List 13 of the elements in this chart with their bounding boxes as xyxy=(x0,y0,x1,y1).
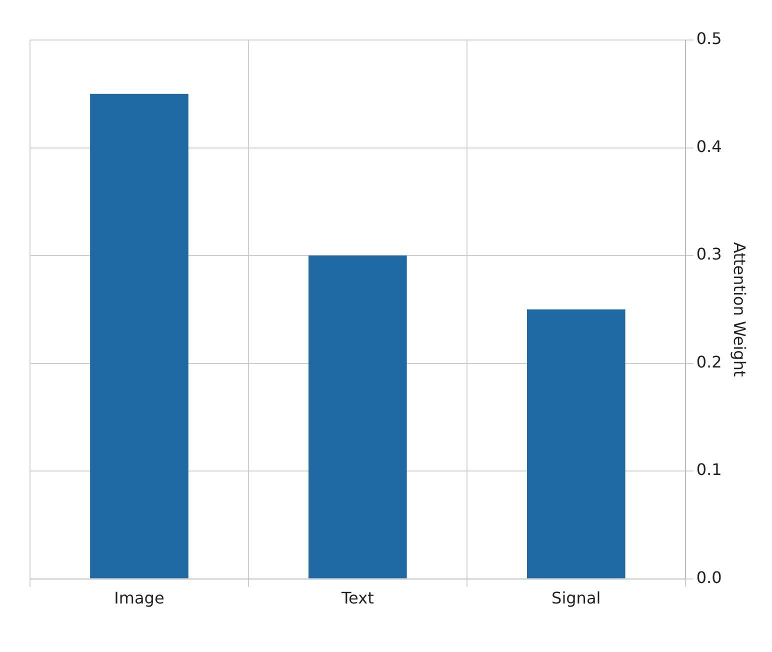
y-tick-label: 0.3 xyxy=(696,244,722,264)
bar xyxy=(308,256,407,578)
y-tick-label: 0.1 xyxy=(696,460,722,480)
bar xyxy=(526,309,626,578)
x-tick-label: Image xyxy=(114,588,164,608)
y-tick-label: 0.0 xyxy=(696,568,722,587)
y-tick-label: 0.2 xyxy=(696,352,722,372)
x-tick-label: Signal xyxy=(552,588,601,608)
x-tick-label: Text xyxy=(340,588,374,608)
y-axis-title: Attention Weight xyxy=(730,242,750,377)
y-tick-label: 0.4 xyxy=(696,136,722,156)
bar xyxy=(90,94,188,578)
y-tick-label: 0.5 xyxy=(696,29,722,48)
